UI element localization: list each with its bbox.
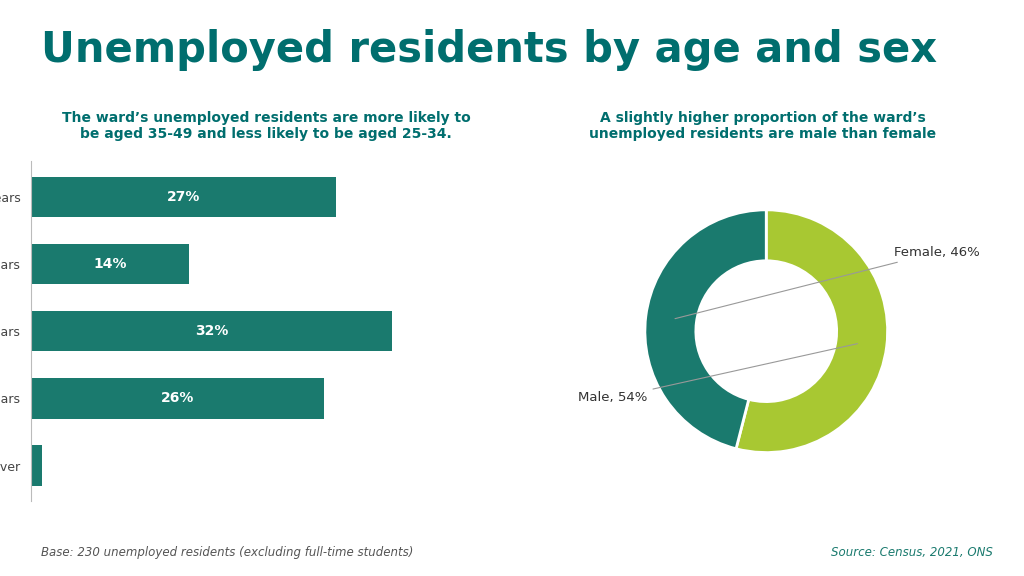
Text: Unemployed residents by age and sex: Unemployed residents by age and sex: [41, 29, 937, 71]
Text: Base: 230 unemployed residents (excluding full-time students): Base: 230 unemployed residents (excludin…: [41, 545, 414, 559]
Bar: [31, 177, 336, 217]
Bar: [31, 378, 325, 419]
Text: 27%: 27%: [167, 190, 200, 204]
Text: Male, 54%: Male, 54%: [579, 344, 857, 404]
Text: The ward’s unemployed residents are more likely to
be aged 35-49 and less likely: The ward’s unemployed residents are more…: [61, 111, 471, 141]
Text: 26%: 26%: [161, 391, 195, 406]
Text: A slightly higher proportion of the ward’s
unemployed residents are male than fe: A slightly higher proportion of the ward…: [590, 111, 936, 141]
Text: 32%: 32%: [195, 324, 228, 338]
Text: 14%: 14%: [93, 257, 127, 271]
Wedge shape: [736, 210, 888, 453]
Bar: [31, 445, 42, 486]
Text: Source: Census, 2021, ONS: Source: Census, 2021, ONS: [831, 545, 993, 559]
Text: Female, 46%: Female, 46%: [675, 246, 979, 319]
Wedge shape: [645, 210, 766, 449]
Bar: [31, 311, 392, 351]
Bar: [31, 244, 188, 284]
